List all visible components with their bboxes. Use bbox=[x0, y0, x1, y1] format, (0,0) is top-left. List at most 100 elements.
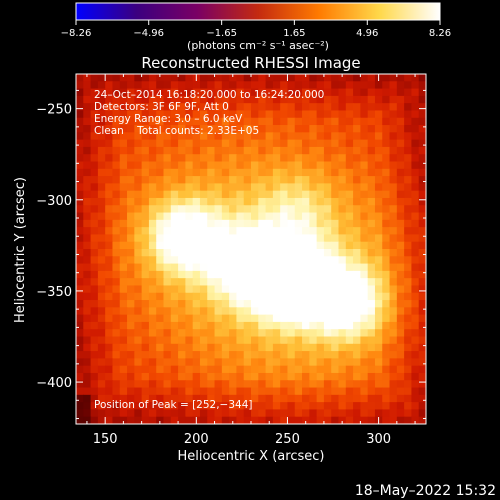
image-pixel bbox=[345, 212, 354, 221]
image-pixel bbox=[404, 351, 413, 359]
image-pixel bbox=[302, 402, 310, 411]
image-pixel bbox=[280, 81, 289, 90]
image-pixel bbox=[287, 285, 296, 294]
image-pixel bbox=[382, 394, 391, 403]
image-pixel bbox=[374, 314, 383, 323]
image-pixel bbox=[360, 205, 369, 214]
image-pixel bbox=[323, 139, 332, 148]
image-pixel bbox=[112, 74, 121, 82]
image-pixel bbox=[199, 227, 208, 236]
image-pixel bbox=[214, 336, 223, 345]
image-pixel bbox=[367, 95, 376, 104]
image-pixel bbox=[353, 168, 361, 177]
image-pixel bbox=[229, 103, 238, 112]
image-pixel bbox=[112, 81, 121, 90]
image-pixel bbox=[367, 321, 376, 330]
image-pixel bbox=[323, 278, 332, 287]
image-pixel bbox=[90, 74, 99, 82]
image-pixel bbox=[199, 278, 208, 287]
image-pixel bbox=[287, 168, 296, 177]
image-pixel bbox=[360, 234, 369, 243]
image-pixel bbox=[199, 314, 208, 323]
image-pixel bbox=[170, 183, 179, 192]
image-pixel bbox=[119, 117, 128, 126]
image-pixel bbox=[287, 256, 296, 265]
image-pixel bbox=[323, 146, 332, 155]
image-pixel bbox=[163, 88, 172, 97]
image-pixel bbox=[236, 161, 245, 170]
image-pixel bbox=[192, 343, 201, 352]
image-pixel bbox=[345, 387, 354, 396]
image-pixel bbox=[389, 212, 398, 221]
image-pixel bbox=[302, 372, 310, 381]
image-pixel bbox=[258, 285, 267, 294]
image-pixel bbox=[360, 103, 369, 112]
image-pixel bbox=[272, 314, 281, 323]
image-pixel bbox=[302, 241, 310, 250]
image-pixel bbox=[127, 146, 135, 155]
image-pixel bbox=[374, 358, 383, 367]
image-pixel bbox=[178, 372, 186, 381]
image-pixel bbox=[170, 300, 179, 308]
image-pixel bbox=[127, 205, 135, 214]
image-pixel bbox=[192, 117, 201, 126]
image-pixel bbox=[229, 270, 238, 279]
image-pixel bbox=[294, 81, 303, 90]
image-pixel bbox=[127, 278, 135, 287]
image-pixel bbox=[353, 146, 361, 155]
image-pixel bbox=[382, 307, 391, 316]
image-pixel bbox=[331, 219, 340, 228]
image-pixel bbox=[134, 88, 143, 97]
image-pixel bbox=[331, 329, 340, 338]
image-pixel bbox=[353, 329, 361, 338]
image-pixel bbox=[97, 212, 106, 221]
image-pixel bbox=[192, 81, 201, 90]
image-pixel bbox=[148, 314, 157, 323]
image-pixel bbox=[302, 234, 310, 243]
image-pixel bbox=[258, 95, 267, 104]
image-pixel bbox=[148, 110, 157, 119]
image-pixel bbox=[134, 197, 143, 206]
image-pixel bbox=[367, 110, 376, 119]
image-pixel bbox=[389, 219, 398, 228]
image-pixel bbox=[345, 300, 354, 308]
image-pixel bbox=[236, 300, 245, 308]
image-pixel bbox=[76, 394, 84, 403]
image-pixel bbox=[134, 154, 143, 163]
image-pixel bbox=[163, 292, 172, 301]
image-pixel bbox=[302, 212, 310, 221]
image-pixel bbox=[170, 132, 179, 141]
image-pixel bbox=[185, 285, 194, 294]
image-pixel bbox=[105, 205, 114, 214]
image-pixel bbox=[316, 372, 325, 381]
image-pixel bbox=[214, 205, 223, 214]
image-pixel bbox=[90, 314, 99, 323]
image-pixel bbox=[309, 321, 318, 330]
image-pixel bbox=[302, 95, 310, 104]
image-pixel bbox=[338, 74, 347, 82]
image-pixel bbox=[192, 125, 201, 133]
image-pixel bbox=[287, 190, 296, 199]
image-pixel bbox=[105, 197, 114, 206]
image-pixel bbox=[214, 168, 223, 177]
image-pixel bbox=[272, 139, 281, 148]
image-pixel bbox=[90, 212, 99, 221]
image-pixel bbox=[105, 81, 114, 90]
image-pixel bbox=[83, 81, 92, 90]
image-pixel bbox=[258, 292, 267, 301]
image-pixel bbox=[199, 74, 208, 82]
image-pixel bbox=[302, 168, 310, 177]
image-pixel bbox=[272, 219, 281, 228]
image-pixel bbox=[156, 117, 165, 126]
image-pixel bbox=[83, 292, 92, 301]
image-pixel bbox=[83, 270, 92, 279]
image-pixel bbox=[294, 394, 303, 403]
image-pixel bbox=[221, 270, 230, 279]
image-pixel bbox=[345, 314, 354, 323]
image-pixel bbox=[331, 88, 340, 97]
image-pixel bbox=[119, 241, 128, 250]
image-pixel bbox=[76, 212, 84, 221]
image-pixel bbox=[251, 314, 259, 323]
image-pixel bbox=[141, 110, 150, 119]
image-pixel bbox=[272, 416, 281, 424]
